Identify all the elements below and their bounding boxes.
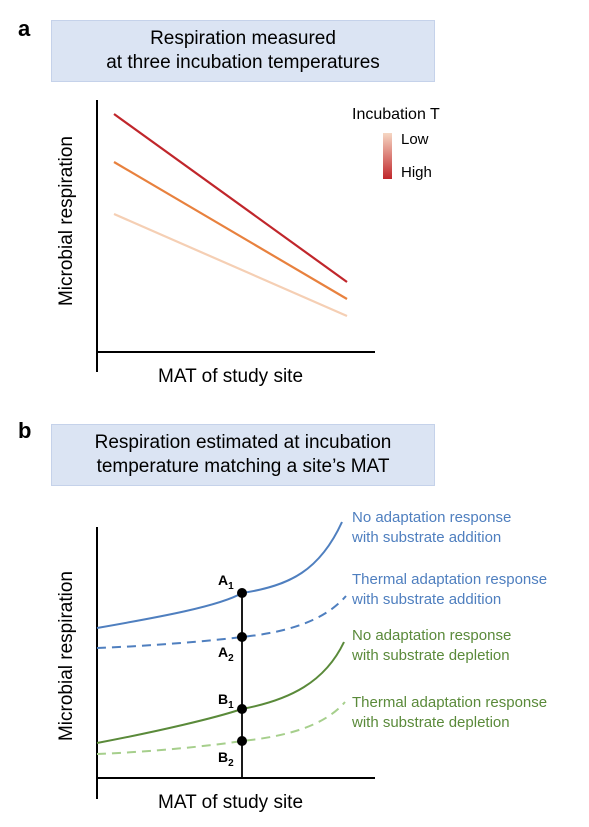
panel-a-letter: a: [18, 16, 31, 41]
curve-label-no-adaptation-depletion: No adaptation response with substrate de…: [352, 627, 512, 664]
point-a2-label: A2: [218, 644, 234, 664]
panel-a-x-axis-label: MAT of study site: [158, 366, 304, 387]
panel-a-axes: [96, 100, 375, 372]
point-b2-label: B2: [218, 749, 234, 769]
legend-low-label: Low: [401, 131, 429, 148]
point-b2: [237, 736, 247, 746]
line-mid-incubation: [113, 161, 348, 300]
curve-label-no-adaptation-addition: No adaptation response with substrate ad…: [352, 509, 512, 546]
panel-b-title: Respiration estimated at incubation temp…: [51, 424, 435, 486]
point-a1: [237, 588, 247, 598]
curve-thermal-adaptation-depletion: [96, 701, 346, 755]
panel-b-x-axis-label: MAT of study site: [158, 792, 304, 813]
line-low-incubation: [113, 212, 348, 318]
point-a1-label: A1: [218, 572, 234, 592]
panel-b-axes: [96, 527, 375, 799]
legend-high-label: High: [401, 164, 432, 181]
legend-gradient-bar: [383, 133, 392, 179]
panel-a-title: Respiration measured at three incubation…: [51, 20, 435, 82]
curve-label-thermal-adaptation-depletion: Thermal adaptation response with substra…: [352, 694, 548, 731]
line-high-incubation: [113, 113, 348, 283]
point-b1-label: B1: [218, 691, 234, 711]
curve-label-thermal-adaptation-addition: Thermal adaptation response with substra…: [352, 571, 548, 608]
curve-thermal-adaptation-addition: [96, 595, 347, 649]
panel-b-letter: b: [18, 418, 32, 443]
point-b1: [237, 704, 247, 714]
point-a2: [237, 632, 247, 642]
legend-title: Incubation T: [352, 106, 440, 123]
